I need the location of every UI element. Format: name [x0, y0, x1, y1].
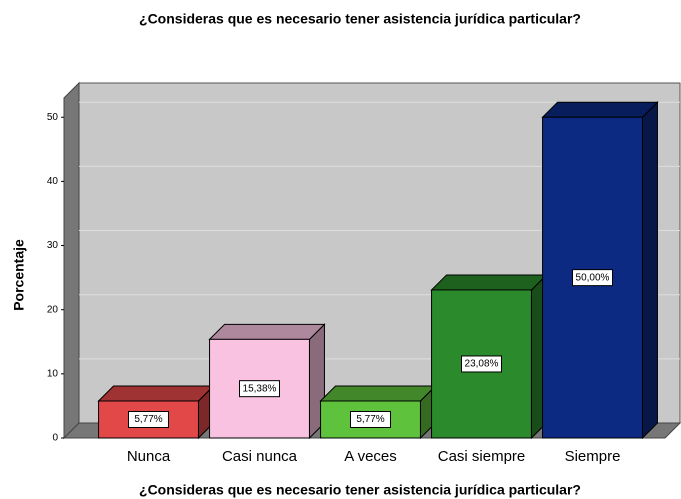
bar-top — [541, 101, 659, 118]
y-tick-label: 10 — [47, 368, 59, 379]
value-label: 5,77% — [134, 414, 162, 425]
value-label: 5,77% — [356, 414, 384, 425]
value-label: 15,38% — [243, 383, 277, 394]
value-label: 23,08% — [465, 359, 499, 370]
x-tick-label: Casi nunca — [222, 448, 298, 465]
y-tick-label: 0 — [52, 433, 58, 444]
y-axis-title: Porcentaje — [11, 239, 27, 311]
x-tick-label: A veces — [344, 448, 397, 465]
bar — [542, 116, 643, 439]
value-label: 50,00% — [576, 272, 610, 283]
y-tick-label: 20 — [47, 304, 59, 315]
side-wall — [63, 81, 80, 440]
bar-top — [319, 385, 437, 402]
x-tick-label: Siempre — [565, 448, 621, 465]
value-label-box — [350, 410, 391, 428]
x-tick-label: Casi siempre — [438, 448, 526, 465]
chart-title: ¿Consideras que es necesario tener asist… — [139, 11, 581, 27]
x-tick-label: Nunca — [127, 448, 171, 465]
value-label-box — [128, 410, 169, 428]
value-label-box — [461, 355, 502, 373]
value-label-box — [572, 269, 613, 287]
bar-side — [641, 101, 658, 440]
value-label-box — [239, 380, 280, 398]
bar-top — [97, 385, 215, 402]
y-tick-label: 50 — [47, 112, 59, 123]
y-tick-label: 40 — [47, 176, 59, 187]
y-tick-label: 30 — [47, 240, 59, 251]
bar-top — [208, 323, 326, 340]
bar-top — [430, 274, 548, 291]
x-axis-title: ¿Consideras que es necesario tener asist… — [139, 482, 581, 498]
